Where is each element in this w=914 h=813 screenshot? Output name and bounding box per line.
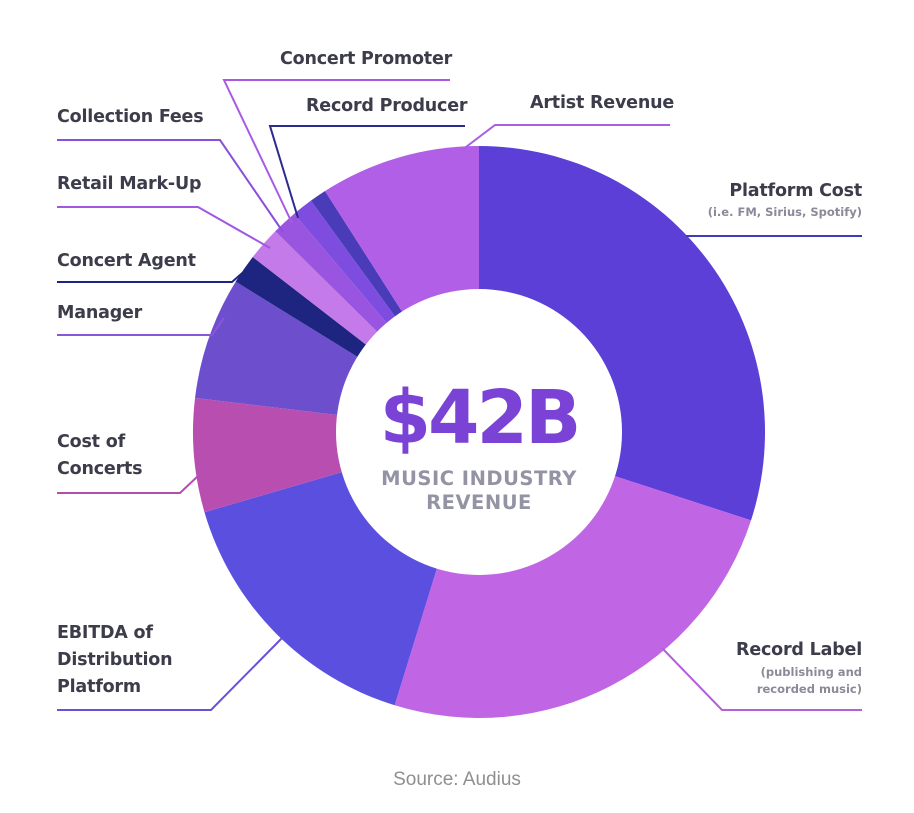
- leader-line-group: [57, 79, 862, 711]
- leader-line-record-producer: [268, 125, 465, 219]
- label-artist-revenue: Artist Revenue: [530, 93, 674, 113]
- label-ebitda-of-distribution-platform-line-2: Distribution: [57, 650, 172, 670]
- label-platform-cost: Platform Cost: [729, 181, 862, 201]
- source-note: Source: Audius: [393, 769, 521, 790]
- label-collection-fees: Collection Fees: [57, 107, 203, 127]
- center-subtitle-line-1: MUSIC INDUSTRY: [381, 467, 577, 490]
- center-total: $42B: [380, 375, 579, 461]
- label-cost-of-concerts-line-1: Cost of: [57, 432, 126, 452]
- leader-line-collection-fees: [57, 139, 284, 233]
- label-concert-promoter: Concert Promoter: [280, 49, 453, 69]
- leader-line-artist-revenue: [461, 124, 670, 151]
- leader-line-retail-mark-up: [57, 206, 271, 249]
- label-concert-agent: Concert Agent: [57, 251, 196, 271]
- label-manager: Manager: [57, 303, 143, 323]
- sublabel-platform-cost-line-1: (i.e. FM, Sirius, Spotify): [708, 205, 862, 219]
- center-subtitle-line-2: REVENUE: [426, 491, 532, 514]
- label-record-label: Record Label: [736, 640, 862, 660]
- donut-hole: [336, 289, 622, 575]
- leader-line-ebitda-of-distribution-platform: [57, 637, 283, 711]
- label-retail-mark-up: Retail Mark-Up: [57, 174, 201, 194]
- sublabel-record-label-line-1: (publishing and: [761, 665, 862, 679]
- label-record-producer: Record Producer: [306, 96, 468, 116]
- label-ebitda-of-distribution-platform-line-1: EBITDA of: [57, 623, 153, 643]
- leader-line-record-label: [661, 647, 862, 711]
- label-ebitda-of-distribution-platform-line-3: Platform: [57, 677, 141, 697]
- leader-line-manager: [57, 317, 225, 336]
- leader-line-concert-promoter: [222, 79, 450, 224]
- label-cost-of-concerts-line-2: Concerts: [57, 459, 142, 479]
- label-group: Platform Cost (i.e. FM, Sirius, Spotify) R…: [57, 49, 862, 697]
- leader-line-concert-agent: [57, 267, 249, 283]
- leader-line-cost-of-concerts: [57, 475, 199, 494]
- sublabel-record-label-line-2: recorded music): [757, 682, 862, 696]
